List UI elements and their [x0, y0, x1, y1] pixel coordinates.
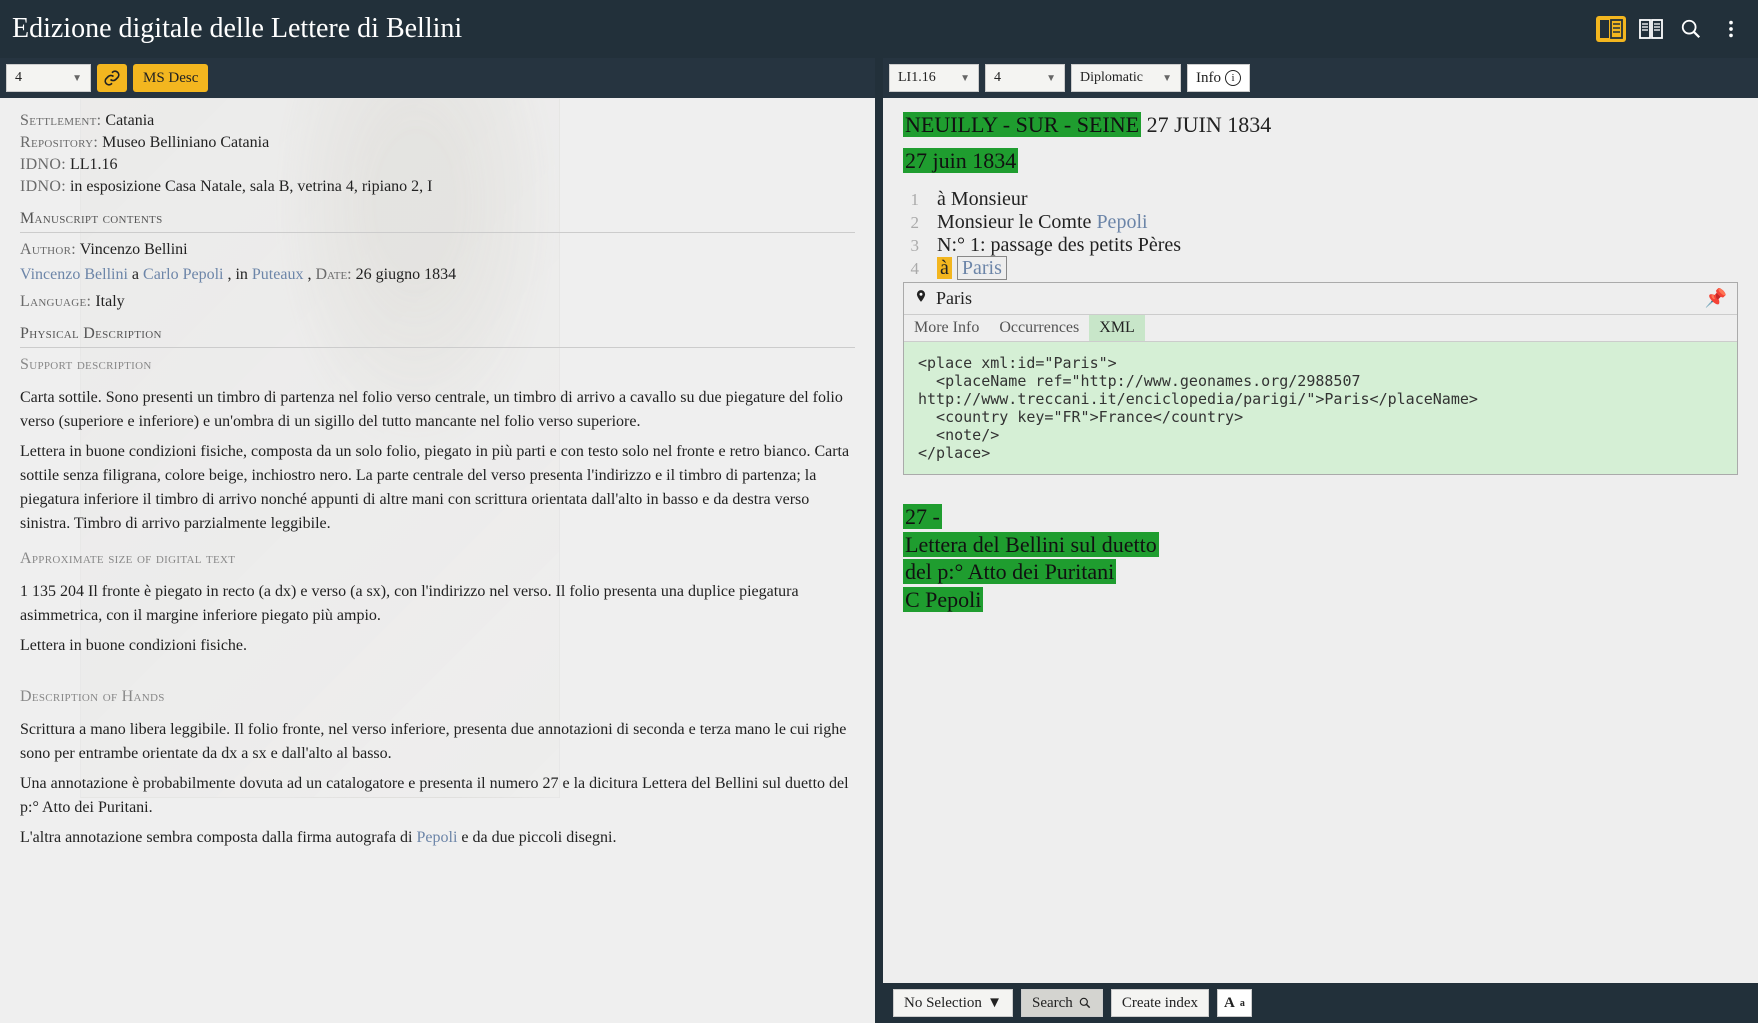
left-page-select[interactable]: 4▼	[6, 64, 91, 92]
hands-p3: L'altra annotazione sembra composta dall…	[20, 826, 855, 850]
right-pane: LI1.16▼ 4▼ Diplomatic▼ Infoi NEUILLY - S…	[883, 58, 1758, 1023]
xml-content: <place xml:id="Paris"> <placeName ref="h…	[904, 342, 1737, 474]
support-p2: Lettera in buone condizioni fisiche, com…	[20, 440, 855, 536]
topbar-right	[1596, 16, 1746, 42]
search-button[interactable]: Search	[1021, 989, 1103, 1017]
doc-lines: 1à Monsieur 2Monsieur le Comte Pepoli 3N…	[903, 188, 1738, 280]
person-link[interactable]: Carlo Pepoli	[143, 266, 223, 283]
sect-contents: Manuscript contents	[20, 210, 855, 233]
sect-approx: Approximate size of digital text	[20, 550, 855, 572]
app-title: Edizione digitale delle Lettere di Belli…	[12, 13, 462, 45]
right-footer: No Selection▼ Search Create index Aa	[883, 983, 1758, 1023]
top-bar: Edizione digitale delle Lettere di Belli…	[0, 0, 1758, 58]
left-toolbar: 4▼ MS Desc	[0, 58, 875, 98]
pin-marker-icon	[914, 287, 928, 310]
language-row: Language: Italy	[20, 293, 855, 311]
info-button[interactable]: Infoi	[1187, 64, 1250, 92]
correspondents-row: Vincenzo Bellini a Carlo Pepoli , in Put…	[20, 263, 855, 287]
pin-icon[interactable]: 📌	[1705, 288, 1727, 309]
idno2-row: IDNO: in esposizione Casa Natale, sala B…	[20, 178, 855, 196]
mode-select[interactable]: Diplomatic▼	[1071, 64, 1181, 92]
chevron-down-icon: ▼	[960, 73, 970, 84]
info-icon: i	[1225, 70, 1241, 86]
support-p1: Carta sottile. Sono presenti un timbro d…	[20, 386, 855, 434]
chevron-down-icon: ▼	[1046, 73, 1056, 84]
settlement-row: Settlement: Catania	[20, 112, 855, 130]
sect-physdesc: Physical Description	[20, 325, 855, 348]
doc-line: 2Monsieur le Comte Pepoli	[903, 211, 1738, 234]
repository-row: Repository: Museo Belliniano Catania	[20, 134, 855, 152]
annotation-block: 27 - Lettera del Bellini sul duetto del …	[903, 503, 1738, 613]
infobox-title: Paris	[936, 288, 972, 309]
tab-more-info[interactable]: More Info	[904, 315, 989, 341]
approx-p2: Lettera in buone condizioni fisiche.	[20, 634, 855, 658]
hands-p2: Una annotazione è probabilmente dovuta a…	[20, 772, 855, 820]
link-button[interactable]	[97, 64, 127, 92]
left-body: Settlement: Catania Repository: Museo Be…	[0, 98, 875, 1023]
doc-title: NEUILLY - SUR - SEINE 27 JUIN 1834	[903, 112, 1738, 138]
place-link[interactable]: Puteaux	[252, 266, 304, 283]
doc-line: 1à Monsieur	[903, 188, 1738, 211]
view-text-text-icon[interactable]	[1636, 16, 1666, 42]
place-token[interactable]: Paris	[957, 256, 1007, 280]
msdesc-button[interactable]: MS Desc	[133, 64, 208, 92]
kebab-menu-icon[interactable]	[1716, 16, 1746, 42]
page-select[interactable]: 4▼	[985, 64, 1065, 92]
create-index-button[interactable]: Create index	[1111, 989, 1209, 1017]
main: 4▼ MS Desc Settlement: Catania Repositor…	[0, 58, 1758, 1023]
author-row: Author: Vincenzo Bellini	[20, 241, 855, 259]
person-link[interactable]: C Pepoli	[903, 587, 983, 612]
person-link[interactable]: Pepoli	[1096, 211, 1147, 233]
selection-select[interactable]: No Selection▼	[893, 989, 1013, 1017]
doc-subtitle: 27 juin 1834	[903, 148, 1738, 174]
tab-xml[interactable]: XML	[1089, 315, 1145, 341]
idno1-row: IDNO: LL1.16	[20, 156, 855, 174]
font-size-button[interactable]: Aa	[1217, 989, 1252, 1017]
right-body: NEUILLY - SUR - SEINE 27 JUIN 1834 27 ju…	[883, 98, 1758, 983]
entity-infobox: Paris 📌 More Info Occurrences XML <place…	[903, 282, 1738, 475]
search-icon[interactable]	[1676, 16, 1706, 42]
doc-line: 4à Paris	[903, 257, 1738, 280]
left-pane: 4▼ MS Desc Settlement: Catania Repositor…	[0, 58, 883, 1023]
sect-support: Support description	[20, 356, 855, 378]
infobox-head: Paris 📌	[904, 283, 1737, 315]
chevron-down-icon: ▼	[987, 995, 1002, 1012]
doc-select[interactable]: LI1.16▼	[889, 64, 979, 92]
infobox-tabs: More Info Occurrences XML	[904, 315, 1737, 342]
sect-hands: Description of Hands	[20, 688, 855, 710]
right-toolbar: LI1.16▼ 4▼ Diplomatic▼ Infoi	[883, 58, 1758, 98]
chevron-down-icon: ▼	[72, 73, 82, 84]
person-link[interactable]: Pepoli	[417, 829, 458, 846]
view-image-text-icon[interactable]	[1596, 16, 1626, 42]
chevron-down-icon: ▼	[1162, 73, 1172, 84]
tab-occurrences[interactable]: Occurrences	[989, 315, 1089, 341]
hands-p1: Scrittura a mano libera leggibile. Il fo…	[20, 718, 855, 766]
doc-line: 3N:° 1: passage des petits Pères	[903, 234, 1738, 257]
person-link[interactable]: Vincenzo Bellini	[20, 266, 128, 283]
approx-p1: 1 135 204 Il fronte è piegato in recto (…	[20, 580, 855, 628]
